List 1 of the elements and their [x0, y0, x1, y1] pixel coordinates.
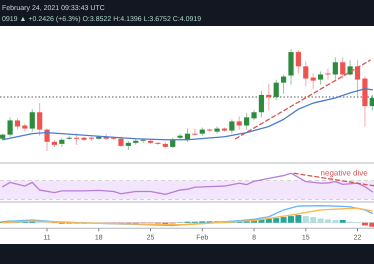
- annotation: negative dive: [320, 168, 368, 178]
